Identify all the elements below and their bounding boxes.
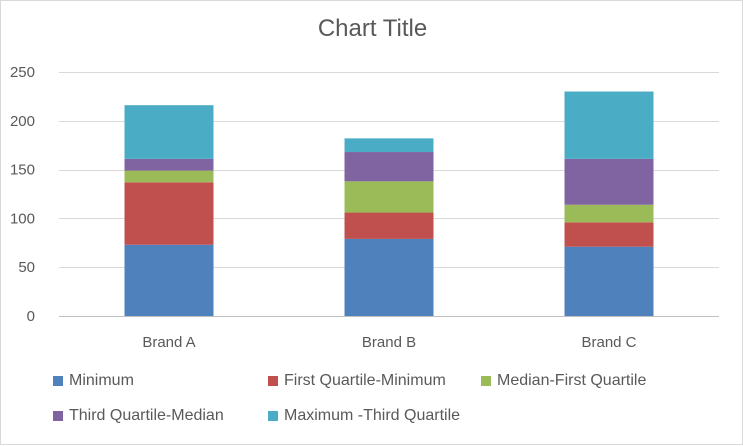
chart-title: Chart Title bbox=[317, 15, 428, 42]
bar-segment bbox=[344, 152, 434, 182]
bar-segment bbox=[344, 181, 434, 213]
bar-segment bbox=[124, 105, 214, 159]
bar-segment bbox=[344, 212, 434, 239]
y-tick-label: 100 bbox=[10, 210, 35, 227]
bar-segment bbox=[564, 222, 654, 247]
bar-segment bbox=[124, 170, 214, 183]
x-tick-label: Brand B bbox=[362, 334, 416, 351]
bar-segment bbox=[564, 204, 654, 223]
bar-segment bbox=[564, 158, 654, 205]
y-tick-label: 0 bbox=[27, 308, 35, 325]
x-tick-label: Brand C bbox=[581, 334, 636, 351]
bar-segment bbox=[564, 91, 654, 159]
y-tick-label: 200 bbox=[10, 113, 35, 130]
bar-segment bbox=[344, 238, 434, 316]
x-tick-label: Brand A bbox=[142, 334, 195, 351]
bar-segment bbox=[344, 138, 434, 153]
bar-segment bbox=[564, 246, 654, 316]
bar-segment bbox=[124, 244, 214, 316]
y-tick-label: 50 bbox=[18, 259, 35, 276]
bar-segment bbox=[124, 158, 214, 171]
bar-segment bbox=[124, 182, 214, 245]
y-tick-label: 150 bbox=[10, 162, 35, 179]
y-tick-label: 250 bbox=[10, 64, 35, 81]
